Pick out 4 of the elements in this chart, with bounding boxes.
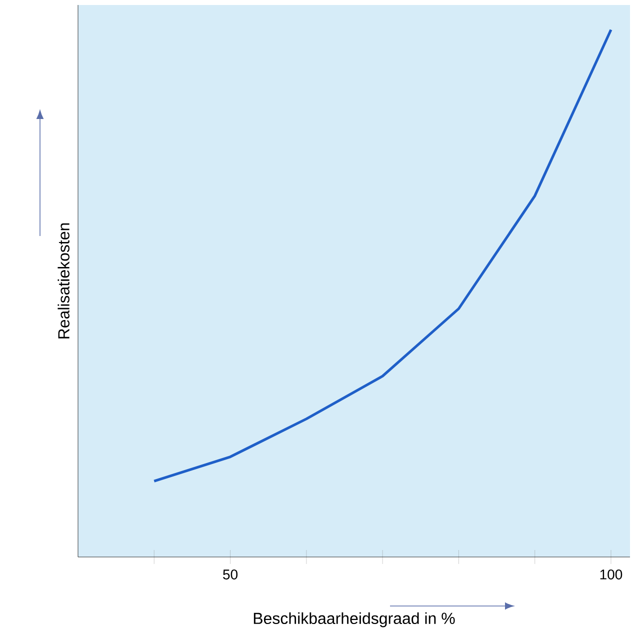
x-tick-label: 50 [223,570,238,580]
x-tick-label: 100 [600,570,622,580]
x-axis-title: Beschikbaarheidsgraad in % [254,612,455,628]
y-axis-title: Realisatiekosten [58,223,70,338]
